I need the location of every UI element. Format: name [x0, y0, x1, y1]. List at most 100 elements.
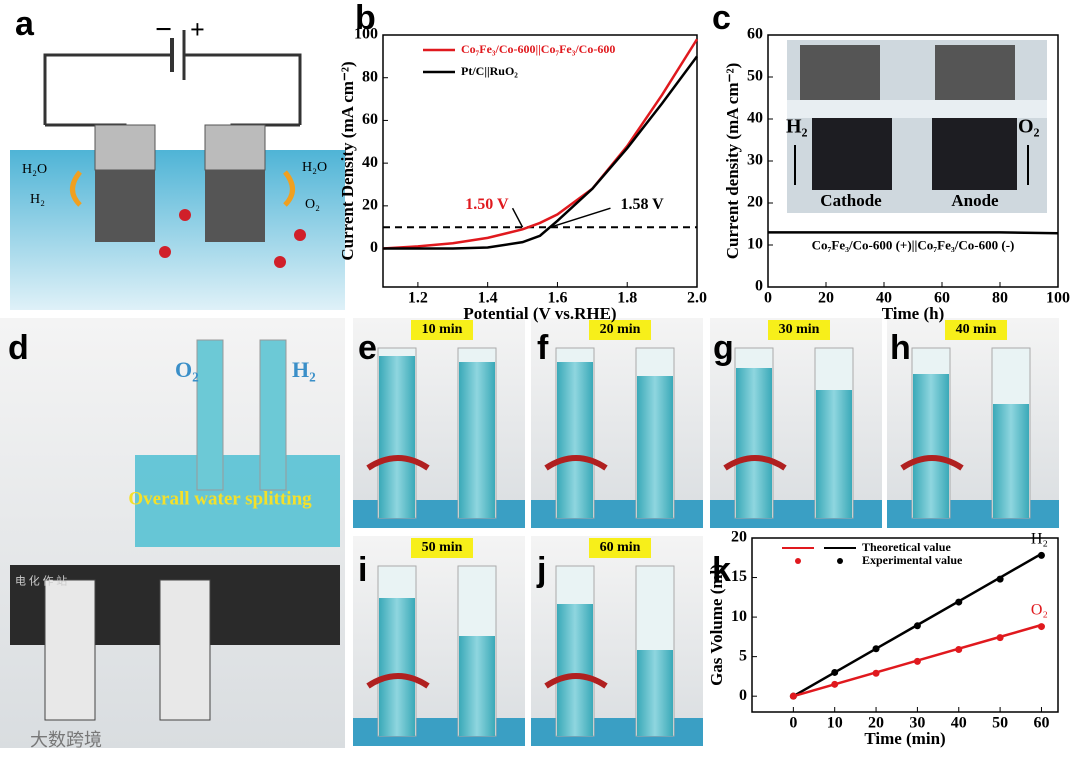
- y-axis-label: Current density (mA cm⁻²): [723, 63, 742, 259]
- liquid: [557, 604, 593, 736]
- data-point: [913, 657, 921, 665]
- x-tick-label: 40: [951, 715, 967, 732]
- electrode-mesh: [204, 124, 266, 171]
- x-tick-label: 1.4: [478, 290, 498, 307]
- y-tick-label: 30: [747, 152, 763, 169]
- photo-d: O₂ H₂ Overall water splitting 电 化 作 站 大数…: [0, 318, 345, 750]
- annotation-arrow: [511, 207, 524, 228]
- time-label: 10 min: [422, 322, 463, 337]
- y-tick-label: 0: [739, 687, 747, 704]
- x-tick-label: 0: [789, 715, 797, 732]
- clamp: [366, 455, 430, 471]
- series-label: H₂: [1031, 530, 1048, 547]
- panel-label: a: [15, 5, 35, 43]
- inset-label: Cathode: [820, 191, 882, 210]
- electrode: [95, 170, 155, 242]
- time-label-box: [589, 320, 651, 340]
- liquid: [379, 598, 415, 736]
- cell: [159, 579, 211, 721]
- x-tick-label: 2.0: [687, 290, 707, 307]
- battery-minus: −: [155, 13, 172, 46]
- panel-label: d: [8, 329, 29, 367]
- data-point: [1037, 551, 1045, 559]
- x-tick-label: 1.8: [617, 290, 637, 307]
- molecule: [179, 209, 191, 221]
- panel-label: k: [712, 551, 731, 589]
- x-axis-label: Time (h): [882, 304, 945, 323]
- beaker: [135, 455, 340, 547]
- inset-label: O₂: [1018, 116, 1040, 138]
- time-label: 30 min: [779, 322, 820, 337]
- data-point: [955, 598, 963, 606]
- y-tick-label: 20: [747, 194, 763, 211]
- liquid: [736, 368, 772, 518]
- water: [10, 150, 345, 310]
- label: H₂: [30, 192, 45, 207]
- x-tick-label: 60: [934, 290, 950, 307]
- legend-label: Pt/C||RuO₂: [461, 64, 518, 78]
- y-tick-label: 40: [747, 110, 763, 127]
- gas-label: H₂: [292, 357, 316, 382]
- series-label: Co₇Fe₃/Co-600 (+)||Co₇Fe₃/Co-600 (-): [812, 237, 1015, 252]
- y-axis-label: Gas Volume (ml): [707, 564, 726, 686]
- y-tick-label: 100: [354, 26, 378, 43]
- arrow: [70, 170, 82, 207]
- label: O₂: [305, 197, 320, 212]
- gas-label: O₂: [175, 357, 199, 382]
- plot-frame: [751, 537, 1059, 713]
- electrode: [205, 170, 265, 242]
- clamp: [366, 673, 430, 689]
- watermark: 大数跨境: [30, 730, 102, 750]
- liquid: [459, 636, 495, 736]
- y-tick-label: 60: [362, 111, 378, 128]
- data-point: [872, 669, 880, 677]
- y-axis-label: Current Density (mA cm⁻²): [338, 61, 357, 260]
- y-tick-label: 80: [362, 68, 378, 85]
- panel-label: h: [890, 329, 911, 367]
- cylinder: [196, 339, 224, 491]
- label: H₂O: [22, 162, 47, 177]
- time-label-box: [411, 538, 473, 558]
- panel-label: i: [358, 551, 367, 589]
- legend-label: Theoretical value: [862, 540, 951, 554]
- x-tick-label: 30: [909, 715, 925, 732]
- liquid: [379, 356, 415, 518]
- data-point: [1037, 623, 1045, 631]
- x-tick-label: 40: [876, 290, 892, 307]
- battery-plus: +: [190, 15, 205, 44]
- time-label: 60 min: [600, 540, 641, 555]
- data-point: [996, 634, 1004, 642]
- x-axis-label: Potential (V vs.RHE): [463, 304, 616, 323]
- x-tick-label: 10: [827, 715, 843, 732]
- y-tick-label: 40: [362, 154, 378, 171]
- x-tick-label: 0: [764, 290, 772, 307]
- annotation: 1.58 V: [620, 196, 664, 213]
- annotation: 1.50 V: [465, 196, 509, 213]
- x-tick-label: 20: [868, 715, 884, 732]
- data-point: [996, 575, 1004, 583]
- x-tick-label: 60: [1033, 715, 1049, 732]
- label: H₂O: [302, 160, 327, 175]
- data-point: [831, 668, 839, 676]
- liquid: [637, 650, 673, 736]
- electrode-mesh: [94, 124, 156, 171]
- glass: [787, 100, 1047, 118]
- time-label-box: [589, 538, 651, 558]
- panel-label: c: [712, 0, 731, 37]
- x-tick-label: 20: [818, 290, 834, 307]
- x-tick-label: 100: [1046, 290, 1070, 307]
- y-tick-label: 0: [370, 239, 378, 256]
- liquid: [993, 404, 1029, 518]
- cell: [44, 579, 96, 721]
- photo-caption: Overall water splitting: [128, 488, 312, 509]
- panel-label: j: [536, 551, 546, 589]
- legend-label: Experimental value: [862, 553, 963, 567]
- y-tick-label: 10: [731, 608, 747, 625]
- time-label: 40 min: [956, 322, 997, 337]
- panel-label: e: [358, 329, 377, 367]
- cylinder: [259, 339, 287, 491]
- molecule: [274, 256, 286, 268]
- data-point: [913, 622, 921, 630]
- panel-label: b: [355, 0, 376, 37]
